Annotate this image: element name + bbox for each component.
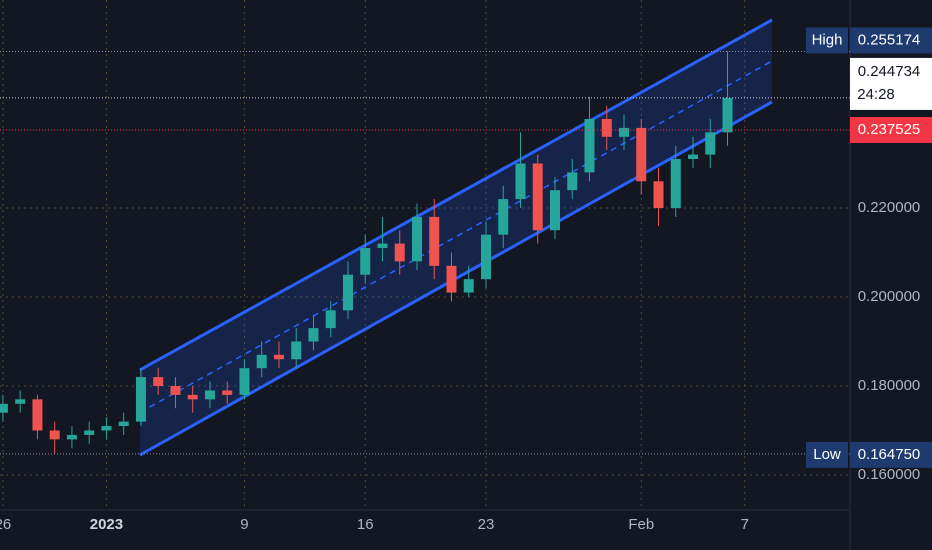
candle-body xyxy=(15,399,26,404)
candle-body xyxy=(515,163,526,200)
candle-body xyxy=(32,399,43,431)
y-tick-label: 0.220000 xyxy=(858,199,921,216)
candle-body xyxy=(153,377,164,386)
channel-upper xyxy=(139,18,773,372)
candle-body xyxy=(463,279,474,293)
candle-body xyxy=(49,430,60,440)
candle-body xyxy=(308,328,319,342)
candle-body xyxy=(118,421,129,427)
candle-body xyxy=(84,430,95,435)
candle-body xyxy=(567,172,578,191)
candle-body xyxy=(170,385,181,395)
price-label: 0.237525 xyxy=(858,121,921,138)
candle-body xyxy=(705,132,716,155)
price-label-box xyxy=(850,441,932,468)
candle-body xyxy=(187,394,198,400)
candle-body xyxy=(498,199,509,235)
price-name: High xyxy=(812,31,843,48)
candle-body xyxy=(273,354,284,360)
x-tick-label: 16 xyxy=(357,516,374,533)
y-tick-label: 0.160000 xyxy=(858,466,921,483)
candle-body xyxy=(532,163,543,231)
candle-body xyxy=(291,341,302,360)
candle-body xyxy=(480,234,491,280)
price-name: Low xyxy=(813,446,841,463)
candle-body xyxy=(722,98,733,133)
candle-body xyxy=(204,390,215,400)
candle-body xyxy=(377,243,388,249)
price-label-box xyxy=(850,57,932,110)
price-label: 0.164750 xyxy=(858,446,921,463)
channel-fill xyxy=(139,19,773,455)
price-label-box xyxy=(850,27,932,54)
candle-body xyxy=(636,127,647,182)
candle-body xyxy=(584,118,595,173)
x-tick-label: Feb xyxy=(628,516,654,533)
x-tick-label: 2023 xyxy=(90,516,123,533)
name-box xyxy=(806,441,848,468)
countdown: 24:28 xyxy=(857,86,895,103)
x-tick-label: 9 xyxy=(240,516,248,533)
price-label: 0.255174 xyxy=(858,31,921,48)
candle-body xyxy=(342,274,353,311)
candle-body xyxy=(411,216,422,262)
candle-body xyxy=(429,216,440,266)
candle-body xyxy=(549,190,560,231)
y-tick-label: 0.200000 xyxy=(858,288,921,305)
candle-body xyxy=(360,248,371,275)
candle-body xyxy=(619,127,630,137)
x-tick-label: 26 xyxy=(0,516,11,533)
candle-body xyxy=(601,118,612,137)
candle-body xyxy=(670,159,681,208)
candle-body xyxy=(688,154,699,160)
candle-body xyxy=(239,368,250,395)
candle-body xyxy=(394,243,405,262)
candle-body xyxy=(135,377,146,422)
candle-body xyxy=(256,354,267,369)
y-tick-label: 0.180000 xyxy=(858,377,921,394)
candle-body xyxy=(66,434,77,440)
x-tick-label: 23 xyxy=(478,516,495,533)
name-box xyxy=(806,27,848,54)
price-label: 0.244734 xyxy=(858,63,921,80)
candle-body xyxy=(653,181,664,208)
candle-body xyxy=(325,310,336,329)
candle-body xyxy=(0,403,8,413)
candle-body xyxy=(222,390,233,395)
candle-body xyxy=(446,265,457,293)
x-tick-label: 7 xyxy=(741,516,749,533)
candle-body xyxy=(101,426,112,431)
price-label-box xyxy=(850,117,932,144)
